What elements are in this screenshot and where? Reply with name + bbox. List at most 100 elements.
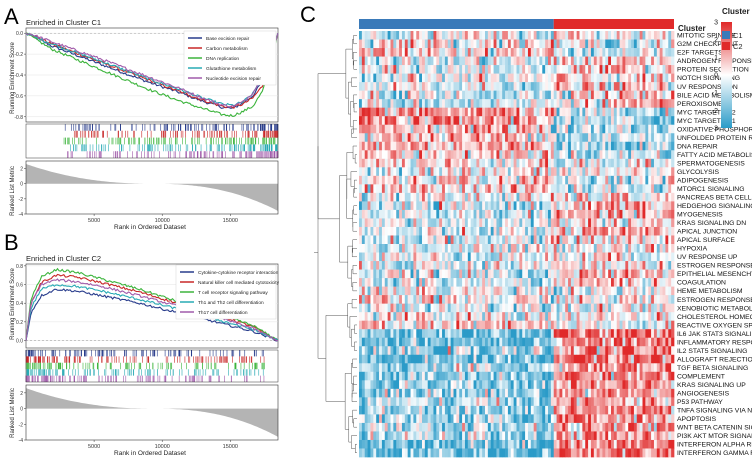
heatmap-cell [611, 48, 615, 57]
heatmap-cell [548, 133, 552, 143]
heatmap-cell [576, 184, 580, 194]
heatmap-cell [367, 184, 371, 194]
heatmap-cell [602, 286, 606, 296]
heatmap-cell [636, 184, 640, 194]
heatmap-cell [384, 192, 388, 202]
heatmap-cell [565, 278, 569, 287]
heatmap-cell [422, 269, 426, 279]
heatmap-cell [527, 150, 532, 160]
heatmap-cell [636, 158, 640, 168]
heatmap-cell [625, 209, 629, 219]
heatmap-cell [444, 261, 449, 270]
heatmap-cell [444, 158, 449, 168]
heatmap-cell [659, 82, 663, 91]
heatmap-cell [436, 286, 440, 296]
heatmap-cell [476, 175, 480, 185]
heatmap-cell [579, 48, 583, 57]
heatmap-cell [424, 175, 429, 185]
heatmap-cell [633, 244, 638, 253]
heatmap-cell [381, 167, 386, 177]
heatmap-cell [473, 218, 477, 228]
heatmap-cell [407, 269, 411, 279]
heatmap-cell [453, 39, 457, 49]
heatmap-cell [516, 99, 520, 109]
heatmap-cell [556, 65, 560, 74]
heatmap-cell [410, 244, 414, 253]
heatmap-cell [522, 252, 526, 262]
heatmap-cell [502, 150, 506, 160]
heatmap-cell [539, 141, 543, 151]
heatmap-cell [459, 150, 463, 160]
heatmap-cell [407, 278, 411, 287]
heatmap-cell [456, 201, 460, 211]
heatmap-cell [545, 286, 549, 296]
heatmap-cell [608, 269, 612, 279]
heatmap-cell [519, 278, 523, 287]
heatmap-cell [628, 286, 632, 296]
heatmap-cell [599, 158, 603, 168]
heatmap-cell [662, 39, 666, 49]
heatmap-cell [487, 39, 492, 49]
heatmap-cell [476, 261, 480, 270]
heatmap-cell [525, 278, 529, 287]
heatmap-cell [436, 158, 440, 168]
heatmap-cell [588, 56, 592, 66]
heatmap-cell [550, 48, 555, 57]
heatmap-cell [470, 150, 474, 160]
heatmap-cell [579, 226, 583, 236]
heatmap-cell [379, 295, 383, 304]
heatmap-cell [656, 56, 661, 66]
heatmap-cell [579, 116, 583, 126]
heatmap-cell [427, 209, 431, 219]
heatmap-cell [456, 192, 460, 202]
heatmap-cell [379, 218, 383, 228]
heatmap-cell [401, 141, 406, 151]
heatmap-cell [636, 226, 640, 236]
heatmap-cell [444, 269, 449, 279]
heatmap-cell [576, 133, 580, 143]
heatmap-cell [444, 175, 449, 185]
heatmap-cell [513, 31, 517, 40]
heatmap-cell [513, 124, 517, 134]
heatmap-cell [439, 158, 443, 168]
heatmap-cell [536, 184, 540, 194]
heatmap-cell [453, 184, 457, 194]
heatmap-cell [361, 150, 366, 160]
xtick-label: 10000 [155, 444, 170, 450]
heatmap-cell [593, 244, 598, 253]
heatmap-cell [530, 133, 535, 143]
heatmap-cell [599, 124, 603, 134]
heatmap-cell [410, 252, 414, 262]
heatmap-cell [648, 218, 652, 228]
heatmap-cell [413, 201, 417, 211]
heatmap-cell [439, 31, 443, 40]
heatmap-cell [530, 90, 535, 100]
heatmap-cell [499, 201, 503, 211]
heatmap-cell [533, 124, 537, 134]
heatmap-cell [545, 201, 549, 211]
heatmap-cell [359, 312, 363, 322]
heatmap-cell [516, 107, 520, 117]
heatmap-cell [542, 73, 546, 83]
heatmap-cell [439, 56, 443, 66]
heatmap-cell [611, 116, 615, 126]
heatmap-cell [387, 124, 391, 134]
heatmap-cell [659, 261, 663, 270]
heatmap-cell [616, 73, 620, 83]
heatmap-cell [367, 244, 371, 253]
heatmap-cell [568, 116, 572, 126]
heatmap-cell [553, 303, 557, 313]
heatmap-cell [485, 39, 489, 49]
heatmap-cell [404, 90, 409, 100]
heatmap-cell [548, 65, 552, 74]
heatmap-cell [384, 150, 388, 160]
heatmap-cell [550, 184, 555, 194]
heatmap-cell [625, 90, 629, 100]
heatmap-cell [399, 73, 403, 83]
heatmap-cell [499, 124, 503, 134]
heatmap-cell [462, 295, 466, 304]
heatmap-cell [367, 65, 371, 74]
heatmap-cell [467, 303, 472, 313]
heatmap-cell [487, 150, 492, 160]
heatmap-cell [611, 278, 615, 287]
